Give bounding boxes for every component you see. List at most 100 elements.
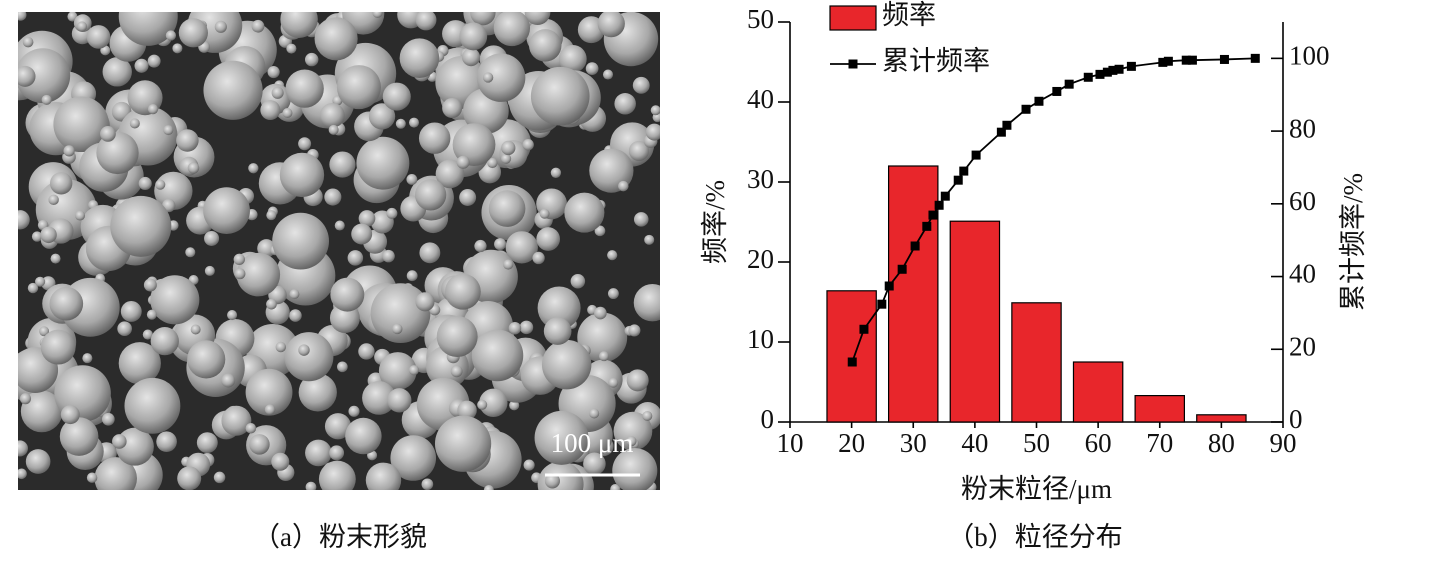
particle — [598, 351, 609, 362]
particle — [143, 278, 157, 292]
particle — [275, 341, 287, 353]
particle — [176, 129, 199, 152]
particle — [134, 58, 149, 73]
particle — [570, 274, 586, 289]
particle — [415, 12, 437, 31]
x-tick-label: 20 — [838, 428, 865, 458]
particle — [406, 174, 418, 185]
particle — [18, 65, 36, 87]
particle — [53, 96, 109, 153]
particle — [324, 413, 352, 440]
point — [996, 127, 1006, 137]
particle — [282, 107, 293, 118]
x-axis-title: 粉末粒径/μm — [961, 474, 1112, 504]
particle — [248, 163, 259, 174]
particle — [280, 12, 318, 38]
particle — [147, 54, 161, 68]
y2-tick-label: 0 — [1289, 404, 1303, 434]
particle — [501, 140, 516, 156]
bar — [826, 290, 877, 423]
particle — [324, 188, 342, 206]
particle — [74, 210, 86, 221]
particle — [124, 377, 181, 434]
particle — [236, 252, 281, 297]
particle — [129, 118, 140, 129]
particle — [612, 448, 658, 490]
particle — [537, 286, 581, 330]
y-tick-label: 40 — [747, 84, 774, 114]
particle — [271, 86, 284, 99]
particle — [19, 393, 32, 405]
particle — [368, 103, 396, 130]
particle — [509, 400, 520, 411]
particle — [594, 225, 606, 237]
particle — [399, 38, 440, 78]
particle — [86, 472, 98, 483]
particle — [392, 323, 403, 335]
particle — [544, 473, 561, 489]
particle — [233, 253, 245, 266]
particle — [150, 327, 179, 356]
particle — [444, 273, 481, 310]
particle — [18, 440, 28, 457]
particle — [406, 270, 418, 282]
particle — [22, 36, 34, 48]
particle — [204, 230, 220, 246]
particle — [536, 227, 561, 251]
particle — [50, 253, 61, 264]
particle — [626, 436, 637, 447]
point — [1102, 67, 1112, 77]
point — [1034, 96, 1044, 106]
point — [1181, 55, 1191, 65]
y-tick-label: 10 — [747, 324, 774, 354]
particle — [285, 69, 324, 108]
particle — [613, 411, 653, 451]
particle — [249, 434, 270, 455]
particle — [245, 368, 293, 416]
particle — [102, 57, 132, 87]
particle — [18, 48, 71, 104]
particle — [483, 484, 494, 490]
particle — [110, 195, 172, 257]
point — [1163, 56, 1173, 66]
particle — [234, 268, 246, 280]
y-tick-label: 30 — [747, 164, 774, 194]
particle — [470, 12, 496, 26]
particle — [408, 365, 419, 376]
particle — [100, 126, 116, 142]
particle — [20, 390, 63, 433]
particle — [41, 94, 52, 105]
y2-tick-label: 80 — [1289, 113, 1316, 143]
particle — [524, 12, 551, 26]
particle — [35, 276, 46, 287]
bar — [1134, 395, 1185, 423]
particle — [594, 306, 607, 320]
particle — [522, 139, 534, 151]
bar — [1072, 361, 1124, 423]
particle — [94, 457, 137, 490]
x-tick-label: 60 — [1085, 428, 1112, 458]
particle — [330, 277, 365, 312]
particle — [550, 167, 562, 178]
particle — [362, 381, 396, 415]
x-tick-label: 30 — [900, 428, 927, 458]
particle — [482, 72, 494, 83]
particle — [450, 365, 463, 378]
particle — [49, 286, 84, 321]
particle — [409, 117, 420, 128]
particle — [284, 332, 334, 382]
particle — [523, 459, 535, 471]
particle — [419, 242, 441, 264]
point — [1250, 53, 1260, 63]
point — [910, 241, 920, 251]
particle — [163, 125, 174, 136]
particle — [271, 452, 290, 471]
particle — [585, 62, 599, 75]
legend-marker — [848, 59, 858, 69]
particle — [436, 316, 478, 357]
particle — [348, 405, 360, 417]
particle — [319, 102, 345, 128]
particle — [456, 155, 470, 169]
y-tick-label: 20 — [747, 244, 774, 274]
